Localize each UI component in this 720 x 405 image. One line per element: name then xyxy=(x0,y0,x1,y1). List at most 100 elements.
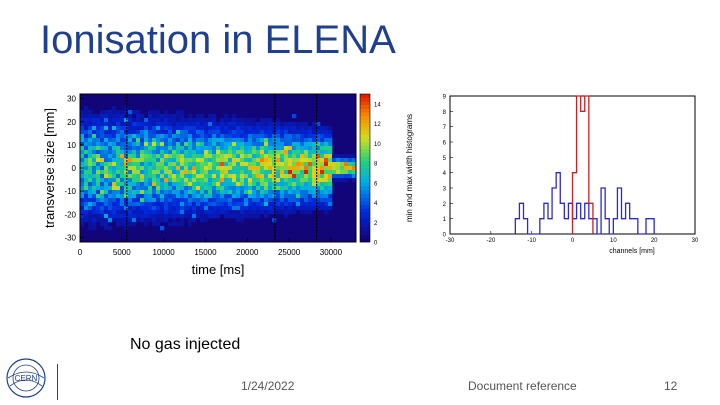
heatmap-cell xyxy=(96,130,101,135)
heatmap-cell xyxy=(256,210,261,215)
heatmap-cell xyxy=(276,178,281,183)
heatmap-cell xyxy=(296,146,301,151)
heatmap-cell xyxy=(188,170,193,175)
heatmap-cell xyxy=(140,158,145,163)
heatmap-cell xyxy=(292,182,297,187)
heatmap-cell xyxy=(140,186,145,191)
heatmap-cell xyxy=(120,182,125,187)
heatmap-cell xyxy=(116,138,121,143)
heatmap-cell xyxy=(256,190,261,195)
heatmap-cell xyxy=(84,214,89,219)
heatmap-cell xyxy=(192,134,197,139)
heatmap-cell xyxy=(92,162,97,167)
heatmap-cell xyxy=(208,182,213,187)
heatmap-cell xyxy=(292,186,297,191)
heatmap-cell xyxy=(156,210,161,215)
heatmap-cell xyxy=(280,158,285,163)
heatmap-cell xyxy=(96,186,101,191)
heatmap-cell xyxy=(292,170,297,175)
heatmap-cell xyxy=(204,218,209,223)
heatmap-cell xyxy=(120,126,125,131)
heatmap-cell xyxy=(152,222,157,227)
histogram-y-tick-label: 8 xyxy=(443,110,447,116)
heatmap-cell xyxy=(112,118,117,123)
heatmap-cell xyxy=(284,122,289,127)
heatmap-cell xyxy=(224,186,229,191)
heatmap-cell xyxy=(324,162,329,167)
heatmap-cell xyxy=(104,134,109,139)
heatmap-cell xyxy=(252,122,257,127)
heatmap-cell xyxy=(248,118,253,123)
heatmap-cell xyxy=(100,130,105,135)
heatmap-cell xyxy=(260,122,265,127)
heatmap-cell xyxy=(188,198,193,203)
heatmap-cell xyxy=(296,142,301,147)
logo-divider xyxy=(57,364,58,400)
heatmap-cell xyxy=(220,146,225,151)
heatmap-time-markers xyxy=(126,94,318,242)
heatmap-cell xyxy=(128,214,133,219)
heatmap-cell xyxy=(176,142,181,147)
heatmap-cell xyxy=(124,182,129,187)
heatmap-cell xyxy=(104,110,109,115)
heatmap-cell xyxy=(88,122,93,127)
heatmap-cell xyxy=(132,222,137,227)
colorbar-tick-label: 4 xyxy=(374,201,378,207)
heatmap-cell xyxy=(208,202,213,207)
heatmap-cell xyxy=(288,194,293,199)
heatmap-cell xyxy=(252,142,257,147)
heatmap-cell xyxy=(320,178,325,183)
colorbar-segment xyxy=(360,108,370,113)
heatmap-cell xyxy=(100,194,105,199)
heatmap-cell xyxy=(320,134,325,139)
heatmap-cell xyxy=(168,154,173,159)
heatmap-cell xyxy=(88,190,93,195)
heatmap-cell xyxy=(172,122,177,127)
heatmap-cell xyxy=(296,194,301,199)
heatmap-cell xyxy=(220,118,225,123)
heatmap-cell xyxy=(88,198,93,203)
heatmap-cell xyxy=(132,170,137,175)
heatmap-cell xyxy=(168,214,173,219)
heatmap-cell xyxy=(320,194,325,199)
heatmap-cell xyxy=(124,106,129,111)
heatmap-cell xyxy=(192,130,197,135)
heatmap-cell xyxy=(260,150,265,155)
heatmap-cell xyxy=(208,138,213,143)
heatmap-cell xyxy=(280,202,285,207)
heatmap-cell xyxy=(204,142,209,147)
heatmap-cell xyxy=(124,130,129,135)
heatmap-cell xyxy=(244,170,249,175)
heatmap-cell xyxy=(120,162,125,167)
heatmap-cell xyxy=(228,122,233,127)
heatmap-cell xyxy=(228,186,233,191)
heatmap-cell xyxy=(300,146,305,151)
heatmap-cell xyxy=(204,146,209,151)
heatmap-cell xyxy=(140,218,145,223)
heatmap-cell xyxy=(292,154,297,159)
heatmap-cell xyxy=(168,178,173,183)
heatmap-cell xyxy=(220,138,225,143)
heatmap-cell xyxy=(120,150,125,155)
heatmap-cell xyxy=(84,150,89,155)
heatmap-cell xyxy=(316,174,321,179)
heatmap-cell xyxy=(184,178,189,183)
heatmap-cell xyxy=(316,138,321,143)
heatmap-cell xyxy=(84,194,89,199)
heatmap-cell xyxy=(228,118,233,123)
heatmap-cell xyxy=(244,182,249,187)
heatmap-cell xyxy=(104,146,109,151)
heatmap-cell xyxy=(340,154,345,159)
slide-subtitle: No gas injected xyxy=(130,336,241,353)
heatmap-cell xyxy=(304,142,309,147)
heatmap-cell xyxy=(240,122,245,127)
heatmap-cell xyxy=(184,134,189,139)
heatmap-cell xyxy=(176,130,181,135)
heatmap-cell xyxy=(308,186,313,191)
heatmap-cell xyxy=(92,198,97,203)
heatmap-cell xyxy=(180,198,185,203)
heatmap-cell xyxy=(272,170,277,175)
heatmap-cell xyxy=(168,182,173,187)
heatmap-cell xyxy=(80,194,85,199)
heatmap-cell xyxy=(184,214,189,219)
